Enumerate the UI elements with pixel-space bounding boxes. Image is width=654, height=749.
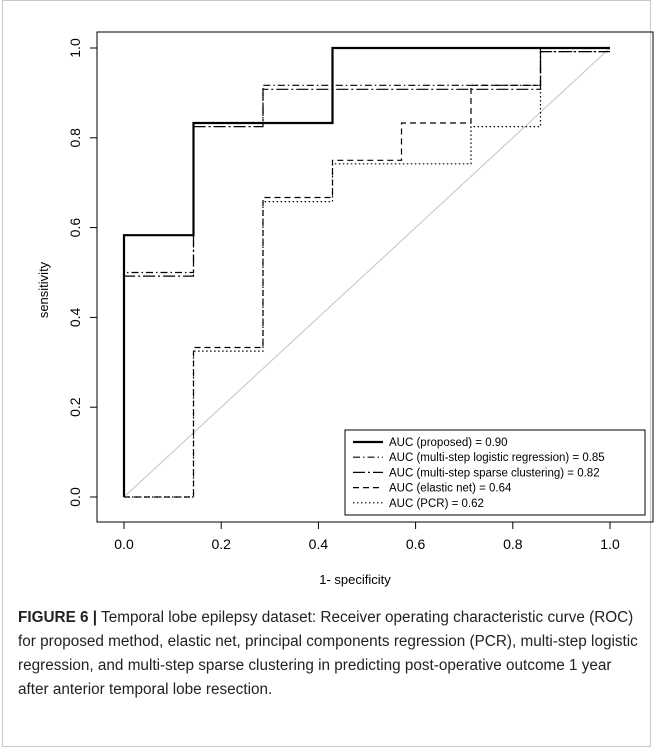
y-axis: 0.0 0.2 0.4 0.6 0.8 1.0 xyxy=(67,38,98,507)
series-line-4 xyxy=(124,47,610,498)
y-tick-label: 0.4 xyxy=(67,307,83,327)
legend-label-1: AUC (proposed) = 0.90 xyxy=(389,437,508,449)
x-tick-label: 1.0 xyxy=(600,536,620,552)
y-axis-title: sensitivity xyxy=(36,261,51,318)
y-tick-label: 0.6 xyxy=(67,218,83,238)
x-tick-label: 0.0 xyxy=(114,536,134,552)
x-tick-label: 0.4 xyxy=(309,536,329,552)
legend-label-4: AUC (elastic net) = 0.64 xyxy=(389,483,512,495)
legend-box xyxy=(344,429,646,516)
legend-label-5: AUC (PCR) = 0.62 xyxy=(389,498,484,510)
y-tick-label: 0.8 xyxy=(67,128,83,148)
x-tick-label: 0.2 xyxy=(211,536,231,552)
reference-diagonal-layer xyxy=(123,47,611,498)
figure-caption-text: Temporal lobe epilepsy dataset: Receiver… xyxy=(18,609,638,698)
roc-chart: 0.0 0.2 0.4 0.6 0.8 1.0 0.0 0.2 0.4 0.6 0.8 1.0 1-… xyxy=(36,31,654,587)
y-tick-label: 1.0 xyxy=(67,38,83,58)
x-tick-label: 0.8 xyxy=(503,536,523,552)
y-tick-label: 0.0 xyxy=(67,487,83,507)
x-axis-title: 1- specificity xyxy=(319,572,391,587)
figure-label: FIGURE 6 | xyxy=(18,609,98,626)
x-tick-label: 0.6 xyxy=(406,536,426,552)
legend: AUC (proposed) = 0.90 AUC (multi-step log… xyxy=(344,429,646,516)
series-layer xyxy=(122,46,610,498)
legend-label-2: AUC (multi-step logistic regression) = 0… xyxy=(389,452,605,464)
series-line-1 xyxy=(122,46,610,497)
reference-diagonal xyxy=(123,47,611,498)
y-tick-label: 0.2 xyxy=(67,397,83,417)
figure-caption: FIGURE 6 | Temporal lobe epilepsy datase… xyxy=(18,606,638,702)
legend-label-3: AUC (multi-step sparse clustering) = 0.8… xyxy=(389,467,600,479)
series-line-2 xyxy=(123,47,610,497)
x-axis: 0.0 0.2 0.4 0.6 0.8 1.0 xyxy=(114,521,620,552)
